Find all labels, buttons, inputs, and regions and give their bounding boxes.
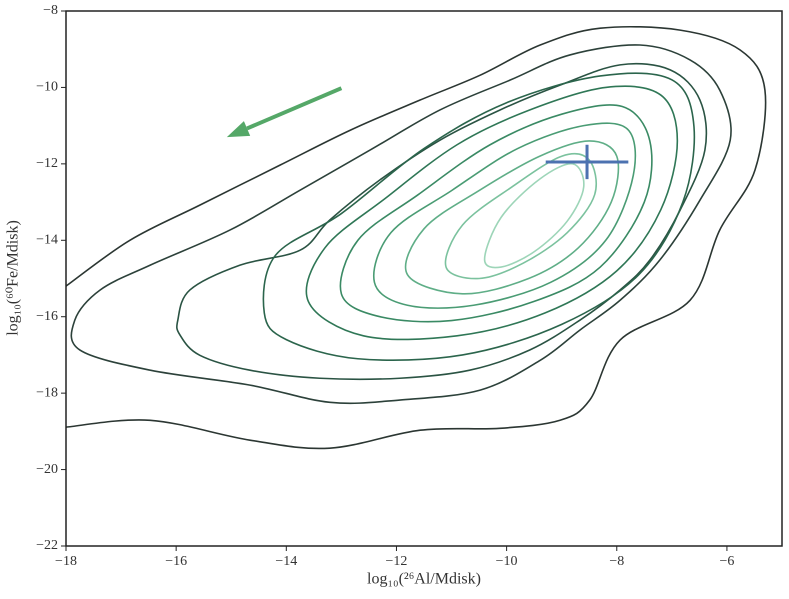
contour-line (339, 104, 653, 323)
y-tick-label: −18 (36, 385, 58, 400)
contour-line (404, 140, 620, 295)
contour-line (176, 62, 708, 381)
x-tick-label: −14 (275, 554, 297, 569)
plot-frame (65, 10, 783, 547)
contour-line (444, 152, 598, 280)
y-axis-label: log₁₀(⁶⁰Fe/Mdisk) (5, 220, 22, 336)
y-tick-label: −22 (36, 538, 58, 553)
y-tick-label: −12 (36, 156, 58, 171)
x-axis-label: log₁₀(²⁶Al/Mdisk) (367, 571, 481, 588)
contour-line (373, 122, 637, 309)
y-tick-label: −10 (36, 80, 58, 95)
x-tick-label: −18 (55, 554, 77, 569)
contour-line (305, 85, 679, 341)
y-tick-label: −14 (36, 233, 58, 248)
y-tick-label: −8 (43, 3, 58, 18)
contour-line (70, 44, 732, 405)
y-tick-label: −20 (36, 462, 58, 477)
contour-line (262, 72, 696, 361)
x-tick-label: −16 (165, 554, 187, 569)
x-tick-label: −8 (609, 554, 624, 569)
y-tick-label: −16 (36, 309, 58, 324)
contour-line (66, 25, 767, 450)
contour-line (483, 162, 585, 269)
arrow-shaft (246, 86, 343, 131)
x-tick-label: −10 (496, 554, 518, 569)
arrow-head (226, 121, 251, 138)
x-tick-label: −6 (719, 554, 734, 569)
x-tick-label: −12 (386, 554, 408, 569)
